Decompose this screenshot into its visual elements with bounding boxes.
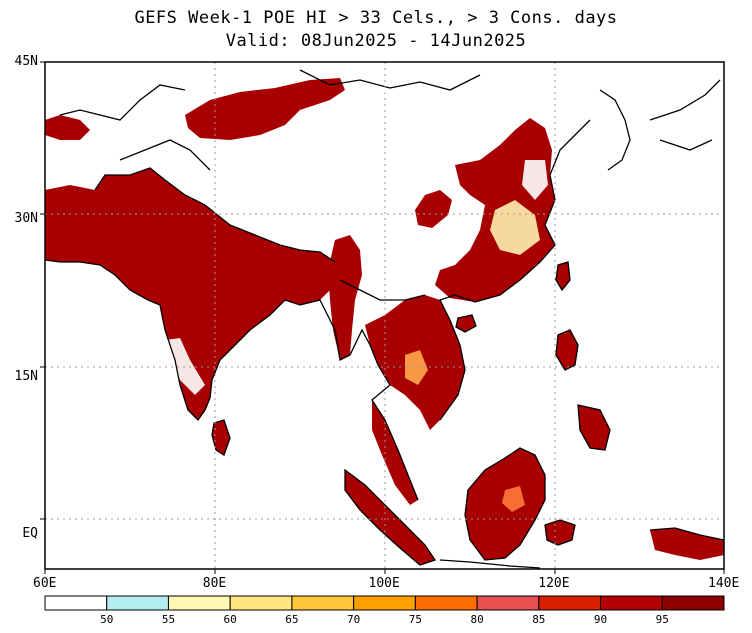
colorbar-swatch [414, 595, 478, 611]
colorbar-label: 85 [532, 613, 545, 626]
shading-myanmar [328, 235, 362, 360]
shading-iran [45, 115, 90, 140]
map-title-line1: GEFS Week-1 POE HI > 33 Cels., > 3 Cons.… [134, 8, 618, 28]
lon-label: 100E [368, 576, 400, 591]
colorbar-label: 70 [347, 613, 360, 626]
colorbar-swatch [229, 595, 293, 611]
lat-label: 15N [14, 368, 38, 384]
colorbar-label: 80 [470, 613, 483, 626]
shading-taiwan [556, 262, 570, 290]
light-patch-indo [405, 350, 428, 385]
axis-ticks [40, 61, 725, 574]
colorbar-label: 90 [594, 613, 607, 626]
colorbar-swatch [167, 595, 231, 611]
shading-new-guinea [650, 528, 724, 560]
colorbar-swatch [600, 595, 663, 611]
colorbar-label: 60 [224, 613, 237, 626]
lon-label: 80E [202, 576, 227, 591]
colorbar-label: 50 [100, 613, 113, 626]
colorbar-swatch [291, 595, 355, 611]
colorbar-label: 65 [285, 613, 298, 626]
colorbar-label: 55 [162, 613, 175, 626]
shading-south-asia [45, 168, 340, 420]
lat-label: EQ [22, 526, 38, 542]
shading-north-band [185, 78, 345, 140]
colorbar-label: 95 [656, 613, 669, 626]
lon-label: 120E [538, 576, 570, 591]
lon-label: 140E [708, 576, 740, 591]
colorbar-swatch [44, 595, 108, 611]
lat-label: 30N [14, 211, 38, 227]
colorbar-swatch [538, 595, 602, 611]
shading-hainan [456, 315, 476, 332]
colorbar-swatch [476, 595, 540, 611]
colorbar-label: 75 [409, 613, 422, 626]
colorbar-swatch [661, 595, 725, 611]
shading-sumatra [345, 470, 435, 565]
map-title-line2: Valid: 08Jun2025 - 14Jun2025 [225, 31, 527, 51]
coastlines [45, 69, 724, 569]
light-patch-china2 [522, 160, 548, 200]
shading-china-west [415, 190, 452, 228]
gridlines [45, 62, 724, 569]
colorbar-swatch [106, 595, 169, 611]
shading-malay [372, 400, 418, 505]
shading-luzon [556, 330, 578, 370]
lon-label: 60E [33, 576, 57, 591]
colorbar: 50 55 60 65 70 75 80 85 90 95 [44, 595, 725, 626]
light-patch-borneo [502, 486, 525, 512]
shading-mindanao [578, 405, 610, 450]
lat-label: 45N [14, 54, 38, 69]
colorbar-swatch [353, 595, 416, 611]
probability-shading [45, 78, 724, 565]
shading-sulawesi [545, 520, 575, 545]
map-area [45, 62, 724, 569]
shading-sri-lanka [212, 420, 230, 455]
